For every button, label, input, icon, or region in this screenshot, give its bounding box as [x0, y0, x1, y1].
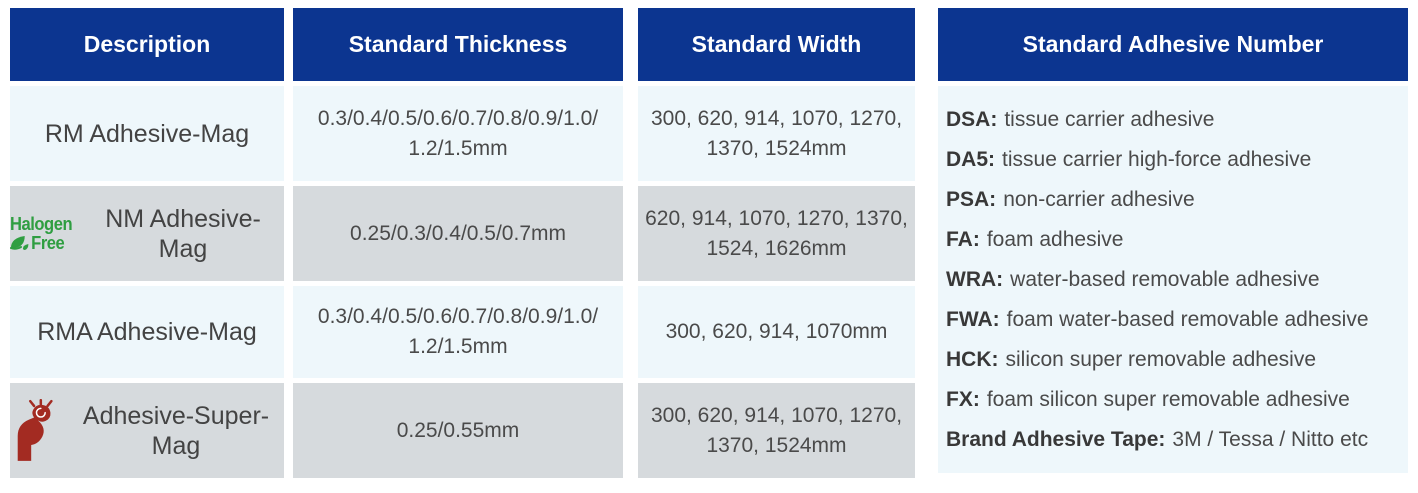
adhesive-code: WRA: [946, 268, 1004, 291]
halogen-free-icon: Halogen Free [10, 214, 73, 253]
description-nm-adhesive-mag: Halogen Free NM Adhesive-Mag [10, 186, 284, 281]
adhesive-code: DSA: [946, 108, 998, 131]
description-label: RM Adhesive-Mag [44, 119, 250, 148]
width-value: 300, 620, 914, 1070, 1270, 1370, 1524mm [638, 86, 915, 181]
description-adhesive-super-mag: Adhesive-Super-Mag [10, 383, 284, 478]
description-label: RMA Adhesive-Mag [37, 318, 257, 346]
thickness-value: 0.3/0.4/0.5/0.6/0.7/0.8/0.9/1.0/ 1.2/1.5… [293, 86, 623, 181]
adhesive-code: FA: [946, 228, 980, 251]
strong-arm-icon [17, 398, 53, 461]
legend-item: DSA: tissue carrier adhesive [946, 100, 1402, 140]
description-with-icon: Halogen Free NM Adhesive-Mag [10, 204, 284, 264]
thickness-value: 0.25/0.55mm [293, 383, 623, 478]
adhesive-code: HCK: [946, 348, 999, 371]
thickness-value: 0.3/0.4/0.5/0.6/0.7/0.8/0.9/1.0/ 1.2/1.5… [293, 286, 623, 378]
header-standard-thickness: Standard Thickness [293, 8, 623, 81]
adhesive-code: FWA: [946, 308, 1000, 331]
table-row: Adhesive-Super-Mag 0.25/0.55mm 300, 620,… [10, 383, 938, 478]
description-label: Adhesive-Super-Mag [82, 401, 270, 460]
table-row: Halogen Free NM Adhesive-Mag [10, 186, 938, 281]
header-description: Description [10, 8, 284, 81]
halogen-free-label-bottom: Free [31, 233, 65, 253]
legend-item: HCK: silicon super removable adhesive [946, 340, 1402, 380]
adhesive-desc: water-based removable adhesive [1010, 268, 1320, 291]
width-value: 300, 620, 914, 1070, 1270, 1370, 1524mm [638, 383, 915, 478]
adhesive-desc: 3M / Tessa / Nitto etc [1172, 428, 1369, 451]
description-label: NM Adhesive-Mag [105, 204, 261, 263]
description-with-icon: Adhesive-Super-Mag [10, 398, 284, 463]
legend-item: DA5: tissue carrier high-force adhesive [946, 140, 1402, 180]
thickness-value: 0.25/0.3/0.4/0.5/0.7mm [293, 186, 623, 281]
adhesive-desc: foam silicon super removable adhesive [986, 388, 1350, 411]
width-value: 620, 914, 1070, 1270, 1370, 1524, 1626mm [638, 186, 915, 281]
halogen-free-label-top: Halogen [10, 214, 73, 234]
header-standard-adhesive-number: Standard Adhesive Number [938, 8, 1408, 81]
adhesive-desc: silicon super removable adhesive [1005, 348, 1317, 371]
adhesive-code: FX: [946, 388, 980, 411]
header-standard-width: Standard Width [638, 8, 915, 81]
legend-item: FA: foam adhesive [946, 220, 1402, 260]
adhesive-desc: foam adhesive [986, 228, 1124, 251]
legend-item: FWA: foam water-based removable adhesive [946, 300, 1402, 340]
width-value: 300, 620, 914, 1070mm [638, 286, 915, 378]
table-header-row: Description Standard Thickness Standard … [10, 8, 1408, 81]
adhesive-code: Brand Adhesive Tape: [946, 428, 1166, 451]
table-row: RMA Adhesive-Mag 0.3/0.4/0.5/0.6/0.7/0.8… [10, 286, 938, 378]
adhesive-desc: non-carrier adhesive [1003, 188, 1195, 211]
legend-item: PSA: non-carrier adhesive [946, 180, 1402, 220]
legend-item: WRA: water-based removable adhesive [946, 260, 1402, 300]
adhesive-code: DA5: [946, 148, 996, 171]
leaf-icon [10, 236, 29, 250]
adhesive-legend: DSA: tissue carrier adhesive DA5: tissue c… [938, 86, 1408, 473]
legend-item: FX: foam silicon super removable adhesive [946, 380, 1402, 420]
description-rm-adhesive-mag: RM Adhesive-Mag [10, 86, 284, 181]
description-rma-adhesive-mag: RMA Adhesive-Mag [10, 286, 284, 378]
adhesive-desc: tissue carrier high-force adhesive [1002, 148, 1312, 171]
adhesive-desc: foam water-based removable adhesive [1006, 308, 1369, 331]
adhesive-desc: tissue carrier adhesive [1004, 108, 1215, 131]
legend-item: Brand Adhesive Tape: 3M / Tessa / Nitto e… [946, 420, 1402, 460]
adhesive-code: PSA: [946, 188, 997, 211]
table-row: RM Adhesive-Mag 0.3/0.4/0.5/0.6/0.7/0.8/… [10, 86, 938, 181]
